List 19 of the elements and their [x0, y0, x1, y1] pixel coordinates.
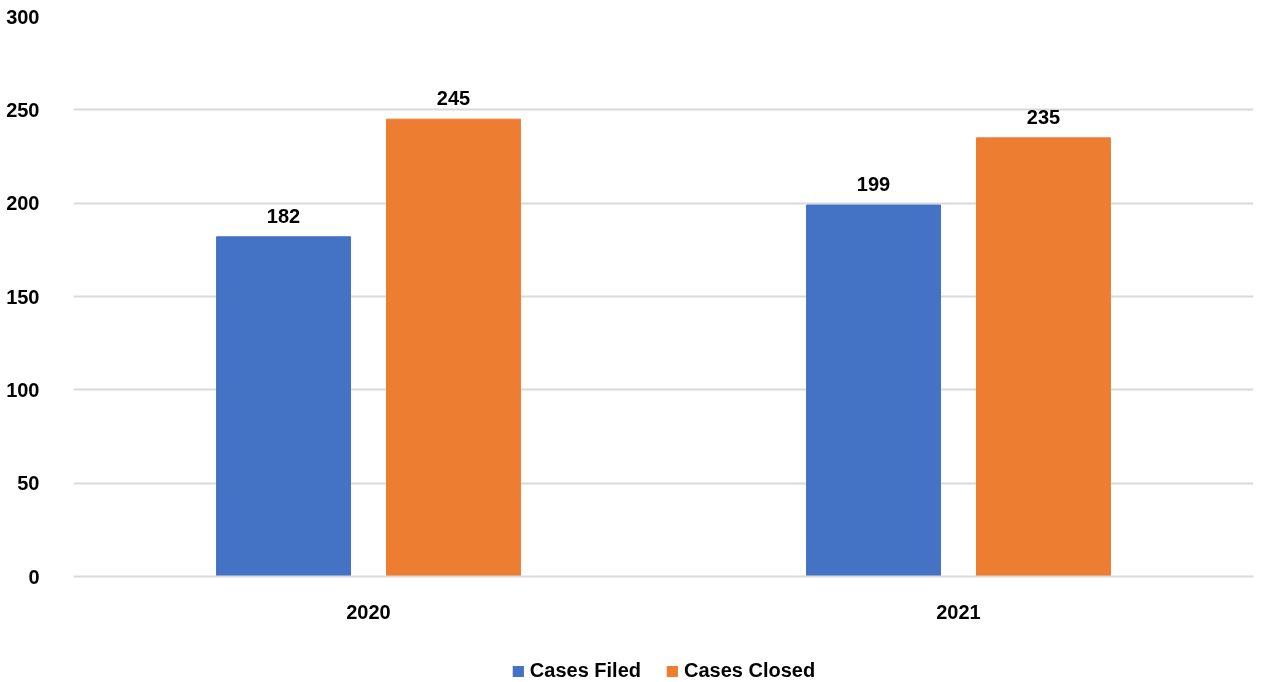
data-label: 235 — [1026, 105, 1061, 128]
bar — [385, 118, 521, 577]
legend-label: Cases Filed — [529, 659, 641, 682]
x-tick-label: 2021 — [936, 600, 981, 623]
y-tick-label: 0 — [28, 565, 40, 588]
y-tick-label: 300 — [6, 5, 40, 28]
bar — [975, 137, 1111, 577]
y-tick-label: 100 — [6, 378, 40, 401]
data-label: 182 — [266, 204, 301, 227]
bar — [806, 204, 942, 577]
y-tick-label: 250 — [6, 98, 40, 121]
y-tick-label: 150 — [6, 285, 40, 308]
y-tick-label: 200 — [6, 192, 40, 215]
data-label: 245 — [436, 87, 471, 110]
x-tick-label: 2020 — [346, 600, 391, 623]
y-tick-label: 50 — [17, 472, 40, 495]
bar — [216, 236, 352, 577]
legend-label: Cases Closed — [684, 659, 816, 682]
data-label: 199 — [856, 173, 891, 196]
